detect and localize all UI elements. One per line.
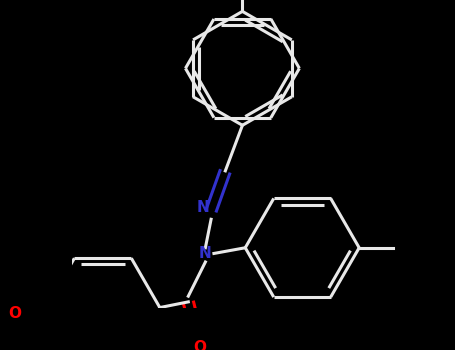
Text: O: O <box>193 340 206 350</box>
Text: O: O <box>8 306 21 321</box>
Text: N: N <box>199 246 212 261</box>
Text: N: N <box>196 201 209 215</box>
